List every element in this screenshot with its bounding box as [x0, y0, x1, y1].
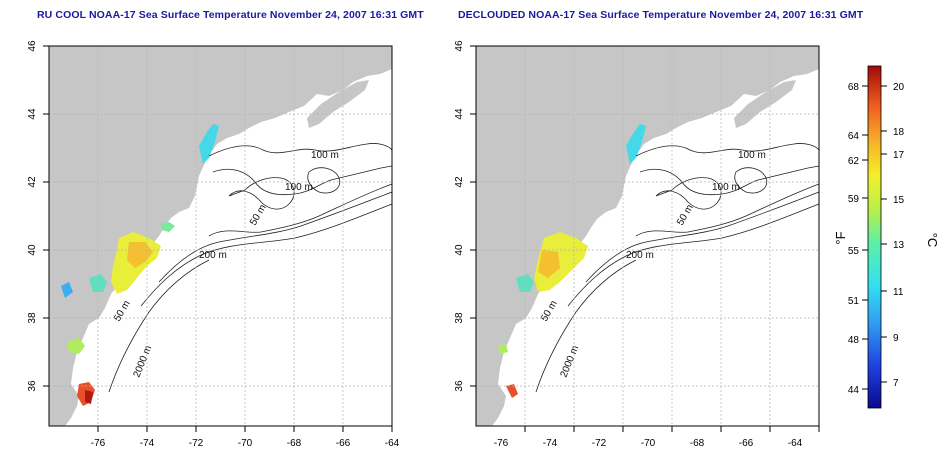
lon-tick-label: -64: [385, 438, 400, 449]
sst-patch-chesapeake: [67, 338, 85, 354]
map-grid-right: [476, 46, 819, 426]
f-tick-label: 59: [848, 194, 860, 205]
fahrenheit-unit-label: °F: [833, 231, 848, 244]
lon-tick-label: -64: [788, 438, 803, 449]
lat-axis-left: 46 44 42 40 38 36: [27, 40, 38, 392]
lat-tick-label: 36: [454, 380, 465, 392]
lat-tick-label: 42: [27, 176, 38, 188]
temperature-colorbar: 68 64 62 59 55 51 48 44 20 18 17 15 13 1…: [833, 65, 940, 409]
lon-tick-label: -68: [690, 438, 705, 449]
sst-patch-hatteras-hot: [85, 390, 93, 404]
contour-label: 100 m: [738, 150, 766, 161]
right-map-panel: 100 m 100 m 50 m 200 m 50 m 2000 m: [454, 40, 820, 449]
f-tick-label: 64: [848, 131, 860, 142]
lat-tick-label: 38: [454, 312, 465, 324]
celsius-unit-label: °C: [925, 233, 940, 248]
coastline-land: [476, 46, 819, 426]
f-tick-label: 51: [848, 296, 860, 307]
coastline-land: [49, 46, 392, 426]
map-grid-left: [49, 46, 392, 426]
c-tick-label: 13: [893, 240, 905, 251]
lon-tick-label: -66: [739, 438, 754, 449]
lon-axis-left: -76 -74 -72 -70 -68 -66 -64: [91, 438, 400, 449]
c-tick-label: 20: [893, 82, 905, 93]
lon-tick-label: -76: [494, 438, 509, 449]
fahrenheit-ticks: 68 64 62 59 55 51 48 44: [848, 82, 860, 396]
lat-tick-label: 44: [454, 108, 465, 120]
lon-tick-label: -72: [189, 438, 204, 449]
lon-tick-label: -72: [592, 438, 607, 449]
contour-label: 100 m: [285, 182, 313, 193]
f-tick-label: 55: [848, 246, 860, 257]
colorbar-gradient: [867, 65, 882, 409]
lon-tick-label: -66: [336, 438, 351, 449]
lat-tick-label: 42: [454, 176, 465, 188]
lat-tick-label: 44: [27, 108, 38, 120]
left-map-title: RU COOL NOAA-17 Sea Surface Temperature …: [37, 9, 424, 21]
sst-patch-delmarva: [61, 282, 73, 298]
bathymetry-contours: [108, 143, 393, 393]
sst-patch-maine: [626, 124, 646, 164]
lon-tick-label: -70: [641, 438, 656, 449]
lon-tick-label: -70: [238, 438, 253, 449]
sst-patch-maine: [199, 124, 219, 164]
sst-patch-delmarva: [498, 344, 508, 354]
sst-patch-hatteras: [506, 384, 518, 398]
right-map-title: DECLOUDED NOAA-17 Sea Surface Temperatur…: [458, 9, 864, 21]
lon-tick-label: -74: [140, 438, 155, 449]
sst-patch-bight-warm: [538, 250, 560, 278]
lon-tick-label: -68: [287, 438, 302, 449]
lat-axis-right: 46 44 42 40 38 36: [454, 40, 465, 392]
sst-patch-cape-cod: [161, 222, 175, 232]
contour-label: 200 m: [626, 250, 654, 261]
bathymetry-contours: [535, 143, 820, 393]
c-tick-label: 15: [893, 195, 905, 206]
lat-tick-label: 46: [454, 40, 465, 52]
lat-tick-label: 40: [27, 244, 38, 256]
left-map-panel: 100 m 100 m 50 m 200 m 50 m 2000 m: [27, 40, 400, 449]
lon-tick-label: -74: [543, 438, 558, 449]
contour-label: 100 m: [712, 182, 740, 193]
lon-tick-label: -76: [91, 438, 106, 449]
f-tick-label: 44: [848, 385, 860, 396]
lon-axis-right: -76 -74 -72 -70 -68 -66 -64: [494, 438, 803, 449]
c-tick-label: 9: [893, 333, 899, 344]
lat-tick-label: 36: [27, 380, 38, 392]
c-tick-label: 7: [893, 378, 899, 389]
celsius-ticks: 20 18 17 15 13 11 9 7: [893, 82, 905, 389]
nova-scotia-land: [307, 80, 369, 128]
contour-label: 100 m: [311, 150, 339, 161]
c-tick-label: 17: [893, 150, 905, 161]
c-tick-label: 11: [893, 287, 904, 298]
f-tick-label: 68: [848, 82, 860, 93]
contour-label: 200 m: [199, 250, 227, 261]
c-tick-label: 18: [893, 127, 905, 138]
lat-tick-label: 46: [27, 40, 38, 52]
nova-scotia-land: [734, 80, 796, 128]
f-tick-label: 62: [848, 156, 860, 167]
f-tick-label: 48: [848, 335, 860, 346]
lat-tick-label: 38: [27, 312, 38, 324]
lat-tick-label: 40: [454, 244, 465, 256]
sst-patch-bight-warm: [127, 242, 153, 268]
